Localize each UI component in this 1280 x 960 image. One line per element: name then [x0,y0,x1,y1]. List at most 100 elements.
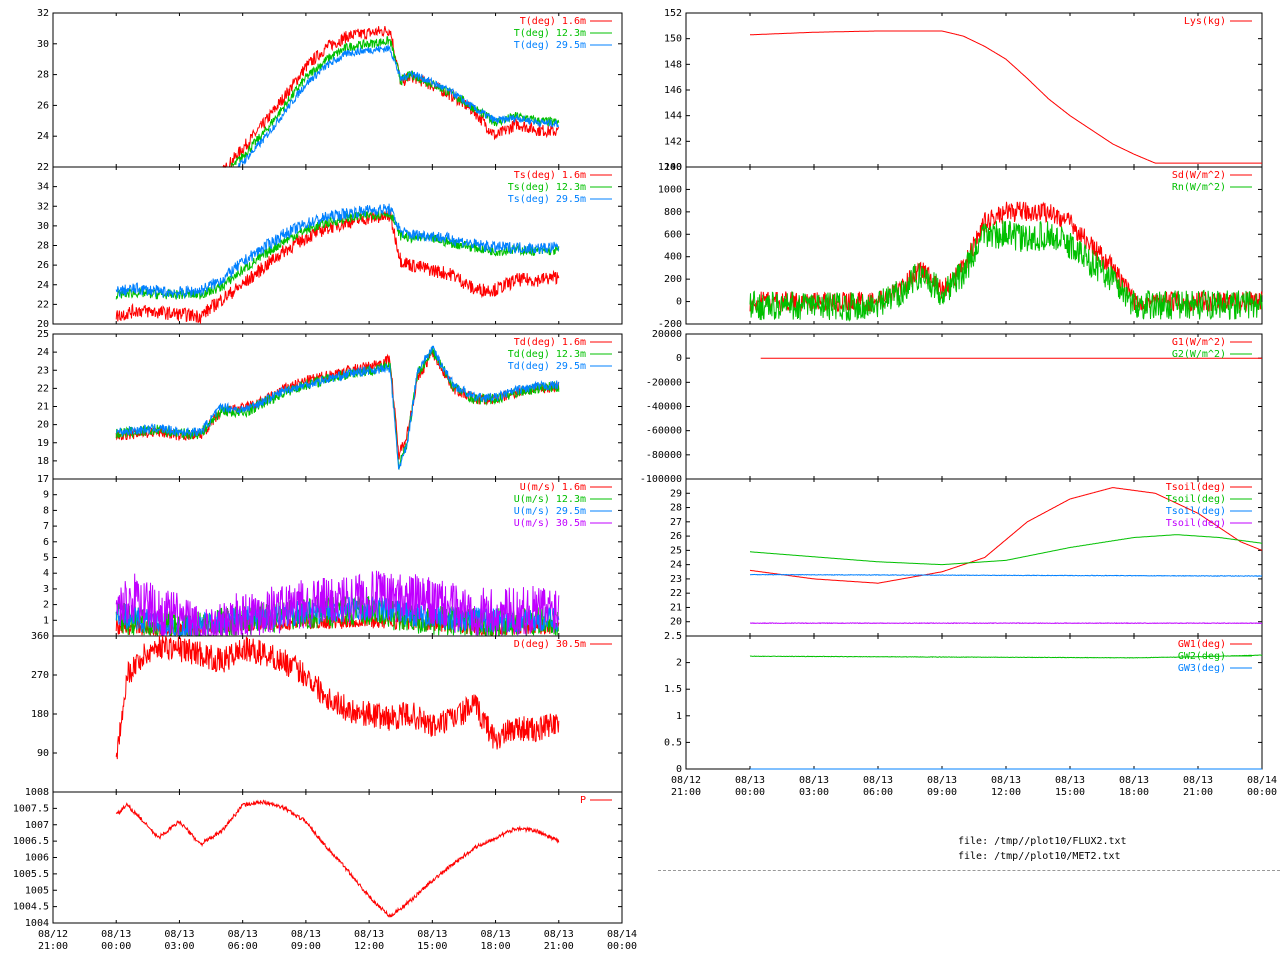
y-tick-label: 20 [670,617,682,628]
legend-label: Rn(W/m^2) [1172,182,1226,193]
y-tick-label: 28 [670,503,682,514]
panel-gw: 0 0.5 1 1.5 2 2.5 GW1(deg)GW2(deg)GW3(deg) [664,631,1263,775]
legend-label: Ts(deg) 12.3m [508,182,586,193]
y-tick-label: 1000 [658,184,682,195]
panel-tsoil: 20212223242526272829Tsoil(deg)Tsoil(deg)… [670,478,1263,637]
series-line-4 [750,622,1262,625]
y-tick-label: 2 [676,658,682,669]
y-tick-label: 25 [670,545,682,556]
file-label-met: file: /tmp//plot10/MET2.txt [958,851,1121,862]
legend-label: GW2(deg) [1178,651,1226,662]
y-tick-label: 26 [37,100,49,111]
series-line-1 [115,799,560,918]
y-tick-label: 1200 [658,162,682,173]
legend-label: U(m/s) 30.5m [514,518,586,529]
x-tick-label: 08/13 [228,929,258,940]
y-tick-label: 19 [37,438,49,449]
series-line-2 [749,654,1263,659]
y-tick-label: 9 [43,490,49,501]
file-label-flux: file: /tmp//plot10/FLUX2.txt [958,836,1127,847]
x-tick-label: 21:00 [544,941,574,952]
legend-label: D(deg) 30.5m [514,639,586,650]
x-tick-label: 21:00 [38,941,68,952]
x-tick-label: 08/13 [863,775,893,786]
x-tick-label: 00:00 [1247,787,1277,798]
y-tick-label: -40000 [646,402,682,413]
y-tick-label: 18 [37,456,49,467]
y-tick-label: 28 [37,70,49,81]
y-tick-label: 1004.5 [13,902,49,913]
y-tick-label: 28 [37,241,49,252]
x-tick-label: 08/13 [735,775,765,786]
y-tick-label: 1005 [25,885,49,896]
y-tick-label: 0 [676,297,682,308]
x-tick-label: 08/13 [1119,775,1149,786]
x-tick-label: 00:00 [735,787,765,798]
y-tick-label: 142 [664,136,682,147]
y-tick-label: 32 [37,201,49,212]
legend-label: U(m/s) 12.3m [514,494,586,505]
y-tick-label: 1006.5 [13,836,49,847]
legend-label: Ts(deg) 1.6m [514,170,586,181]
legend-label: Tsoil(deg) [1166,518,1226,529]
legend-label: T(deg) 1.6m [520,16,586,27]
x-tick-label: 12:00 [991,787,1021,798]
legend-label: GW1(deg) [1178,639,1226,650]
y-tick-label: 144 [664,111,682,122]
x-tick-label: 08/13 [354,929,384,940]
panel-u: 1 2 3 4 5 6 7 8 9 U(m/s) 1.6mU(m/s) 12.3mU(m/s) 2… [43,478,623,638]
x-tick-label: 08/13 [544,929,574,940]
x-tick-label: 08/13 [1183,775,1213,786]
y-tick-label: -100000 [640,474,682,485]
series-line-2 [116,36,560,168]
legend-label: Tsoil(deg) [1166,506,1226,517]
x-tick-label: 08/14 [1247,775,1277,786]
y-tick-label: 20 [37,420,49,431]
x-tick-label: 18:00 [1119,787,1149,798]
series-line-2 [750,534,1262,566]
y-tick-label: 1008 [25,787,49,798]
legend-label: P [580,795,586,806]
file-list: file: /tmp//plot10/FLUX2.txt file: /tmp/… [958,834,1127,864]
y-tick-label: 27 [670,517,682,528]
y-tick-label: 200 [664,274,682,285]
x-tick-label: 08/12 [38,929,68,940]
y-tick-label: 0 [676,353,682,364]
legend-label: U(m/s) 1.6m [520,482,586,493]
series-line-3 [116,345,560,470]
x-tick-label: 03:00 [799,787,829,798]
panel-d: 90 180 270 360 D(deg) 30.5m [31,631,623,793]
legend-label: Sd(W/m^2) [1172,170,1226,181]
y-tick-label: 23 [37,365,49,376]
series-line-2 [115,209,560,300]
y-tick-label: -80000 [646,450,682,461]
series-line-4 [115,570,560,638]
legend-label: G2(W/m^2) [1172,349,1226,360]
y-tick-label: 0 [676,764,682,775]
legend-label: U(m/s) 29.5m [514,506,586,517]
legend-label: Ts(deg) 29.5m [508,194,586,205]
x-tick-label: 03:00 [164,941,194,952]
y-tick-label: 17 [37,474,49,485]
x-tick-label: 08/13 [481,929,511,940]
y-tick-label: 5 [43,553,49,564]
x-tick-label: 08/14 [607,929,637,940]
y-tick-label: 146 [664,85,682,96]
x-tick-label: 08/13 [1055,775,1085,786]
legend-label: Td(deg) 29.5m [508,361,586,372]
x-tick-label: 15:00 [1055,787,1085,798]
series-line-1 [749,201,1263,313]
x-tick-label: 21:00 [671,787,701,798]
series-line-3 [116,44,559,168]
y-tick-label: 26 [37,260,49,271]
y-tick-label: 360 [31,631,49,642]
legend-label: Tsoil(deg) [1166,494,1226,505]
panel-lys: 140 142 144 146 148 150 152 Lys(kg) [664,8,1263,173]
y-tick-label: 1007 [25,820,49,831]
legend-label: Lys(kg) [1184,16,1226,27]
y-tick-label: 800 [664,207,682,218]
y-tick-label: 29 [670,488,682,499]
legend-label: Td(deg) 1.6m [514,337,586,348]
